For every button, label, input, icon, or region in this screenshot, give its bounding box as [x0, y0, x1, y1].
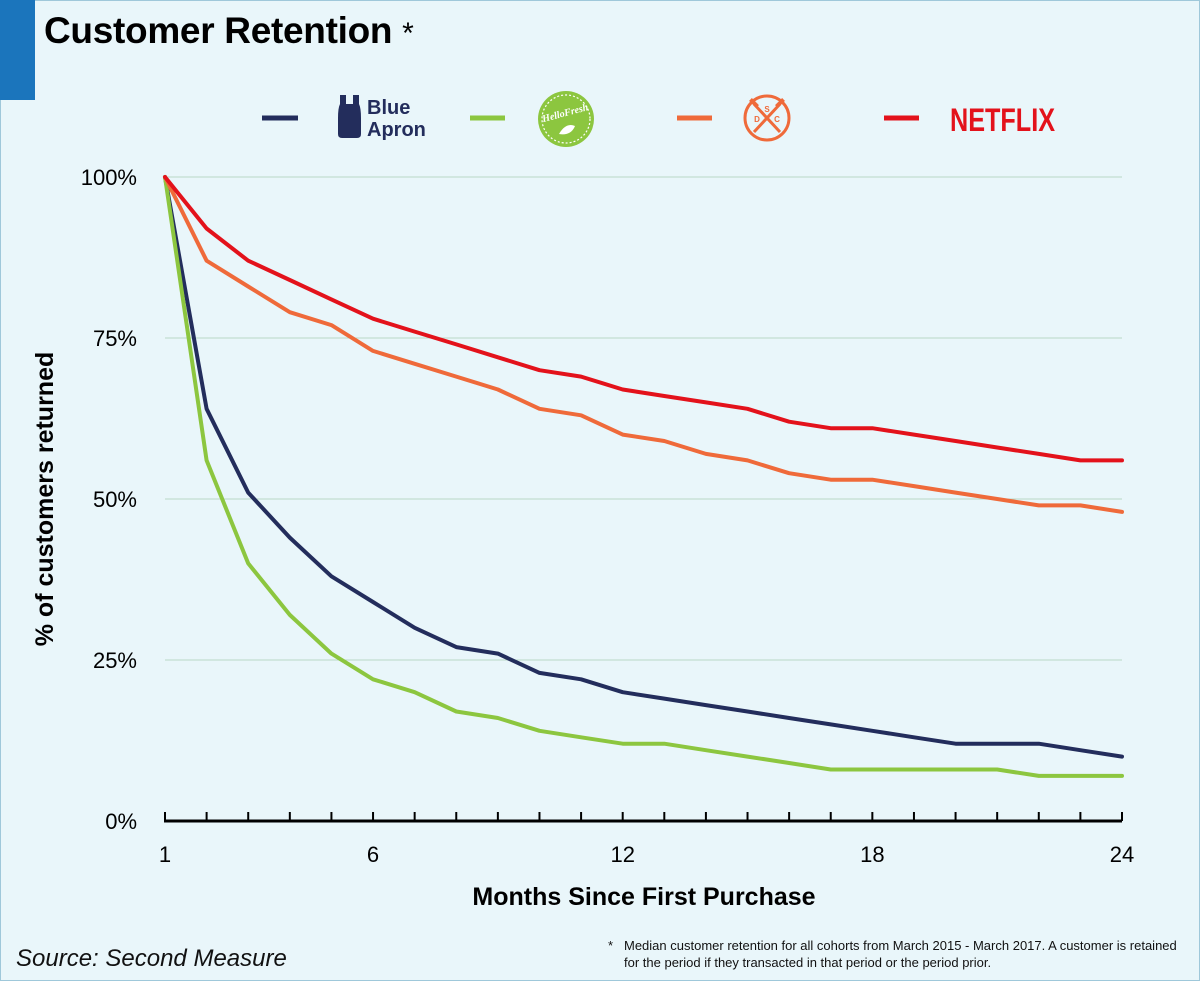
razor-head-icon-b [775, 98, 785, 108]
crossed-razor-icon-b [752, 102, 782, 134]
y-axis-title: % of customers returned [31, 352, 59, 647]
series-line-hellofresh [163, 175, 1124, 778]
legend: Blue Apron HelloFresh D S C NETFLIX [262, 91, 1056, 147]
legend-item-hellofresh: HelloFresh [470, 91, 594, 147]
dsc-logo-badge [743, 94, 791, 142]
title-asterisk: * [402, 17, 414, 50]
razor-head-icon-a [749, 98, 759, 108]
x-tick-label-24: 24 [1110, 842, 1134, 867]
leaf-icon [559, 125, 575, 135]
x-tick-label-12: 12 [610, 842, 634, 867]
series-lines [163, 175, 1124, 778]
x-tick-label-18: 18 [860, 842, 884, 867]
x-tick-label-6: 6 [367, 842, 379, 867]
axis-labels: 0% 25% 50% 75% 100% 1 6 12 18 24 Months Since Firs… [31, 165, 1134, 911]
axes [164, 812, 1123, 823]
series-line-dollar-shave-club [163, 175, 1124, 514]
title-accent-bar [0, 0, 35, 100]
blue-apron-logo-line1: Blue [367, 97, 410, 119]
dsc-logo-letter-s: S [764, 105, 770, 114]
y-tick-label-75: 75% [93, 326, 137, 351]
hellofresh-logo-ring [541, 94, 591, 144]
footnote-asterisk: * [608, 938, 614, 953]
gridlines [165, 176, 1122, 661]
series-line-netflix [163, 175, 1124, 463]
apron-icon [338, 95, 361, 138]
y-tick-label-50: 50% [93, 487, 137, 512]
blue-apron-logo-line2: Apron [367, 119, 426, 141]
x-tick-label-1: 1 [159, 842, 171, 867]
legend-item-netflix: NETFLIX [884, 102, 1056, 138]
netflix-logo-text: NETFLIX [950, 102, 1056, 138]
legend-item-blue-apron: Blue Apron [262, 95, 426, 141]
y-tick-label-100: 100% [81, 165, 137, 190]
chart-title: Customer Retention * [44, 10, 414, 52]
y-tick-label-0: 0% [105, 809, 137, 834]
hellofresh-logo-badge [538, 91, 594, 147]
dsc-logo-letter-d: D [754, 115, 760, 124]
source-note: Source: Second Measure [16, 945, 287, 972]
dsc-logo-letter-c: C [774, 115, 780, 124]
legend-item-dollar-shave-club: D S C [677, 94, 791, 142]
footnote-text: Median customer retention for all cohort… [624, 938, 1177, 970]
series-line-blue-apron [163, 175, 1124, 759]
x-axis-title: Months Since First Purchase [472, 883, 815, 911]
footnote: * Median customer retention for all coho… [608, 937, 1188, 971]
chart-title-text: Customer Retention [44, 10, 393, 51]
y-tick-label-25: 25% [93, 648, 137, 673]
